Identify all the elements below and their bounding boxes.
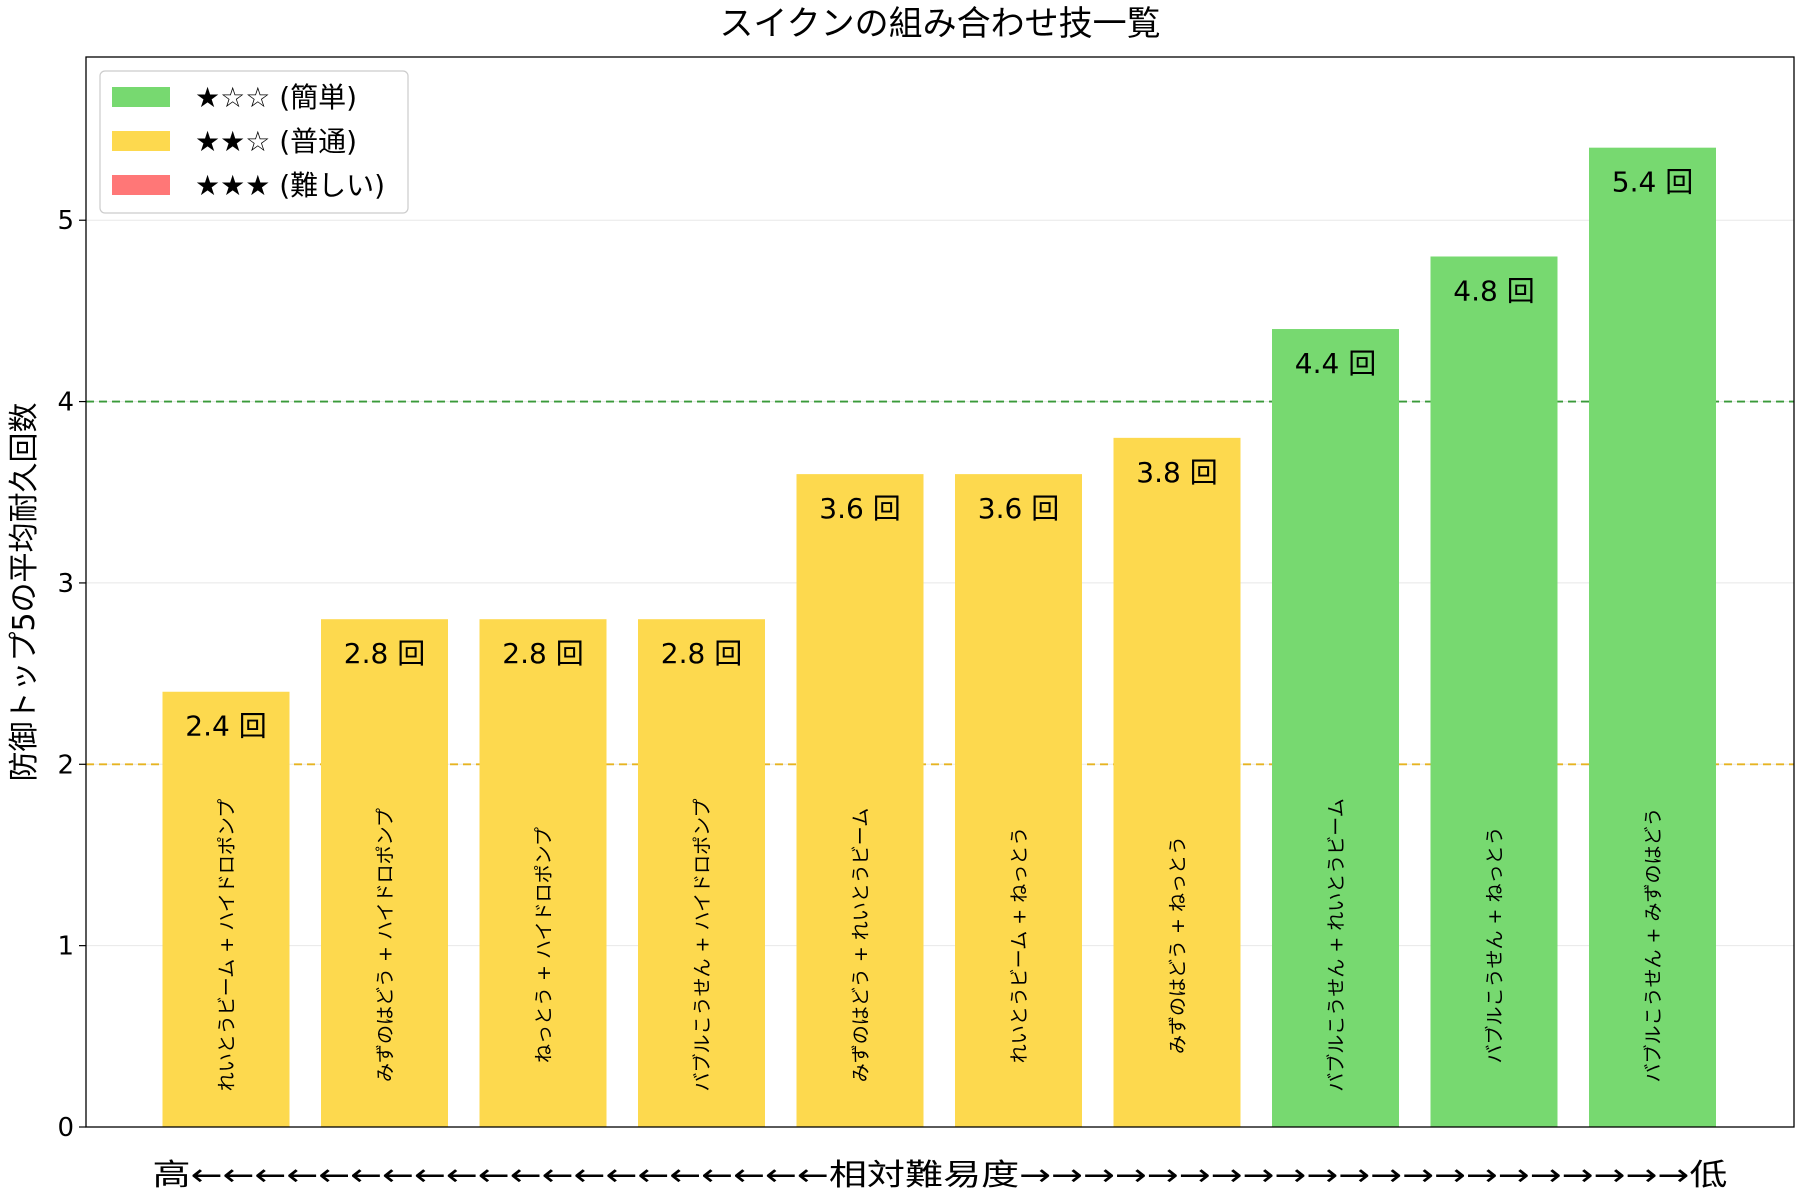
plot-frame <box>85 56 1795 1128</box>
y-axis-label: 防御トップ5の平均耐久回数 <box>7 402 42 781</box>
legend-box <box>99 70 409 214</box>
bar-category-label: バブルこうせん + ねっとう <box>1483 827 1506 1064</box>
y-axis-ticks: 0 1 2 3 4 5 <box>57 206 86 1143</box>
bar-category-label: れいとうビーム + ハイドロポンプ <box>216 799 238 1091</box>
bar-value-label: 2.4 回 <box>185 710 266 743</box>
y-tick-label: 0 <box>57 1113 74 1143</box>
bar-category-label: バブルこうせん + みずのはどう <box>1642 808 1665 1083</box>
bar-value-label: 3.8 回 <box>1136 456 1217 489</box>
bar-value-label: 5.4 回 <box>1612 166 1693 199</box>
bar-value-label: 3.6 回 <box>978 492 1059 525</box>
bar <box>955 474 1082 1127</box>
y-tick-label: 4 <box>57 388 74 418</box>
y-tick-label: 1 <box>57 932 74 962</box>
bar <box>1589 147 1716 1127</box>
legend-label: ★★★ (難しい) <box>195 169 385 202</box>
legend-label: ★★☆ (普通) <box>195 125 357 158</box>
bar <box>1272 329 1399 1127</box>
y-tick-label: 3 <box>57 569 74 599</box>
legend-swatch <box>112 131 170 151</box>
legend-swatch <box>112 87 170 107</box>
bar-value-label: 2.8 回 <box>661 637 742 670</box>
bar-category-label: みずのはどう + れいとうビーム <box>850 808 872 1082</box>
y-tick-label: 5 <box>57 206 74 236</box>
legend: ★☆☆ (簡単) ★★☆ (普通) ★★★ (難しい) <box>99 70 409 214</box>
bar-category-label: みずのはどう + ねっとう <box>1167 836 1189 1054</box>
bar-value-label: 4.8 回 <box>1453 274 1534 307</box>
bar-category-label: バブルこうせん + れいとうビーム <box>1325 798 1348 1091</box>
bar <box>1430 256 1558 1127</box>
bar <box>321 619 448 1127</box>
bar-value-label: 3.6 回 <box>819 492 900 525</box>
bar-value-label: 4.4 回 <box>1295 347 1376 380</box>
x-axis-label: 高←←←←←←←←←←←←←←←←←←←←相対難易度→→→→→→→→→→→→→→… <box>153 1158 1728 1193</box>
bar-value-label: 2.8 回 <box>344 637 425 670</box>
chart-title: スイクンの組み合わせ技一覧 <box>719 4 1160 44</box>
legend-swatch <box>112 175 170 195</box>
bar-value-label: 2.8 回 <box>502 637 583 670</box>
bar <box>162 691 290 1127</box>
y-tick-label: 2 <box>57 750 74 780</box>
bar <box>1113 437 1241 1128</box>
bar-category-label: れいとうビーム + ねっとう <box>1009 827 1031 1063</box>
bar <box>638 619 765 1127</box>
legend-label: ★☆☆ (簡単) <box>195 81 357 114</box>
bar <box>479 619 607 1127</box>
bar-category-label: みずのはどう + ハイドロポンプ <box>375 808 397 1082</box>
bar-category-label: バブルこうせん + ハイドロポンプ <box>691 798 714 1091</box>
bar-category-label: ねっとう + ハイドロポンプ <box>533 827 555 1063</box>
bar <box>796 474 924 1127</box>
